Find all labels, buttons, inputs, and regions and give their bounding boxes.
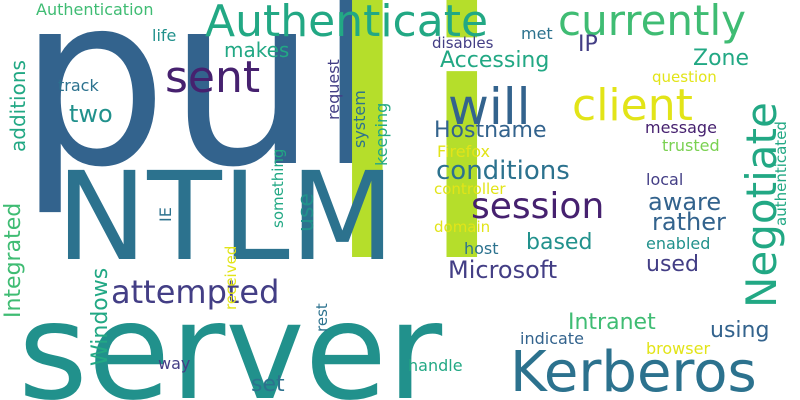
word-based: based <box>526 230 593 255</box>
word-trusted: trusted <box>662 136 720 155</box>
word-makes: makes <box>224 38 290 62</box>
word-currently: currently <box>558 0 747 45</box>
word-rest: rest <box>313 303 331 332</box>
word-zone: Zone <box>693 46 750 71</box>
word-li: li <box>320 0 509 338</box>
word-life: life <box>152 26 177 45</box>
word-something: something <box>269 148 287 228</box>
word-enabled: enabled <box>646 234 711 253</box>
word-client: client <box>572 80 693 131</box>
word-host: host <box>464 239 499 258</box>
word-microsoft: Microsoft <box>448 256 558 284</box>
word-conditions: conditions <box>436 156 570 186</box>
word-set: set <box>251 372 285 397</box>
word-session: session <box>471 186 605 227</box>
word-met: met <box>521 24 553 43</box>
word-received: received <box>222 245 240 310</box>
word-accessing: Accessing <box>440 48 550 73</box>
word-pul: pul <box>18 0 383 219</box>
word-two: two <box>69 100 113 128</box>
word-windows: Windows <box>88 267 113 366</box>
word-ntlm: NTLM <box>56 146 396 288</box>
word-domain: domain <box>434 218 491 236</box>
word-message: message <box>645 118 717 137</box>
word-authenticated: authenticated <box>772 121 790 226</box>
word-using: using <box>710 318 770 343</box>
word-request: request <box>324 59 343 120</box>
word-server: server <box>18 274 443 400</box>
word-used: used <box>646 252 699 277</box>
word-ip: IP <box>578 32 598 57</box>
word-firefox: Firefox <box>437 142 490 161</box>
word-way: way <box>158 354 191 373</box>
word-sent: sent <box>165 52 261 103</box>
word-handle: handle <box>408 356 463 375</box>
word-integrated: Integrated <box>1 202 26 318</box>
word-kerberos: Kerberos <box>510 340 757 400</box>
word-authenticate: Authenticate <box>205 0 489 47</box>
word-intranet: Intranet <box>568 310 656 335</box>
word-disables: disables <box>432 34 494 52</box>
word-ie: IE <box>156 207 175 222</box>
word-track: track <box>58 76 99 95</box>
word-authentication: Authentication <box>36 0 154 19</box>
word-local: local <box>646 170 684 189</box>
word-controller: controller <box>434 180 506 198</box>
word-additions: additions <box>6 60 30 152</box>
word-use: use <box>294 193 319 232</box>
word-indicate: indicate <box>520 329 584 348</box>
word-system: system <box>350 90 369 148</box>
word-question: question <box>652 68 717 86</box>
word-attempted: attempted <box>111 273 280 311</box>
word-aware: aware <box>648 188 722 216</box>
word-rather: rather <box>652 208 726 236</box>
word-hostname: Hostname <box>434 118 547 143</box>
word-browser: browser <box>646 339 711 358</box>
word-will: will <box>448 78 531 136</box>
word-keeping: keeping <box>372 102 391 166</box>
